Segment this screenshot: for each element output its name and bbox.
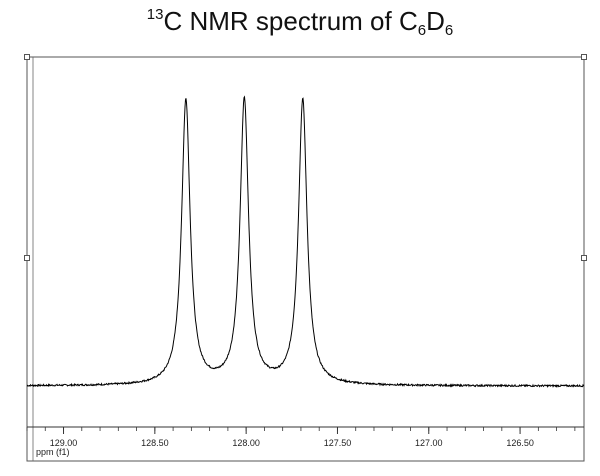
title-subscript-a: 6 bbox=[417, 22, 427, 39]
plot-border bbox=[26, 56, 585, 462]
frame-handle bbox=[24, 54, 30, 60]
frame-handle bbox=[24, 255, 30, 261]
frame-handle bbox=[581, 255, 587, 261]
x-tick-label: 126.50 bbox=[506, 438, 534, 448]
x-tick-label: 127.50 bbox=[324, 438, 352, 448]
spectrum-series bbox=[26, 95, 585, 388]
frame-handle bbox=[581, 54, 587, 60]
x-tick-label: 128.50 bbox=[141, 438, 169, 448]
x-axis-label: ppm (f1) bbox=[36, 447, 70, 457]
spectrum-line bbox=[26, 95, 585, 388]
x-tick-label: 127.00 bbox=[415, 438, 443, 448]
chart-title: 13C NMR spectrum of C6D6 bbox=[0, 6, 600, 39]
x-tick-label: 129.00 bbox=[50, 438, 78, 448]
title-text-a: C NMR spectrum of C bbox=[163, 6, 418, 36]
title-text-b: D bbox=[426, 6, 445, 36]
title-mass-number: 13 bbox=[146, 6, 164, 23]
title-subscript-b: 6 bbox=[444, 22, 454, 39]
x-tick-label: 128.00 bbox=[232, 438, 260, 448]
x-axis: 129.00 128.50 128.00 127.50 127.00 126.50 ppm … bbox=[26, 426, 584, 457]
plot-frame bbox=[24, 54, 587, 462]
